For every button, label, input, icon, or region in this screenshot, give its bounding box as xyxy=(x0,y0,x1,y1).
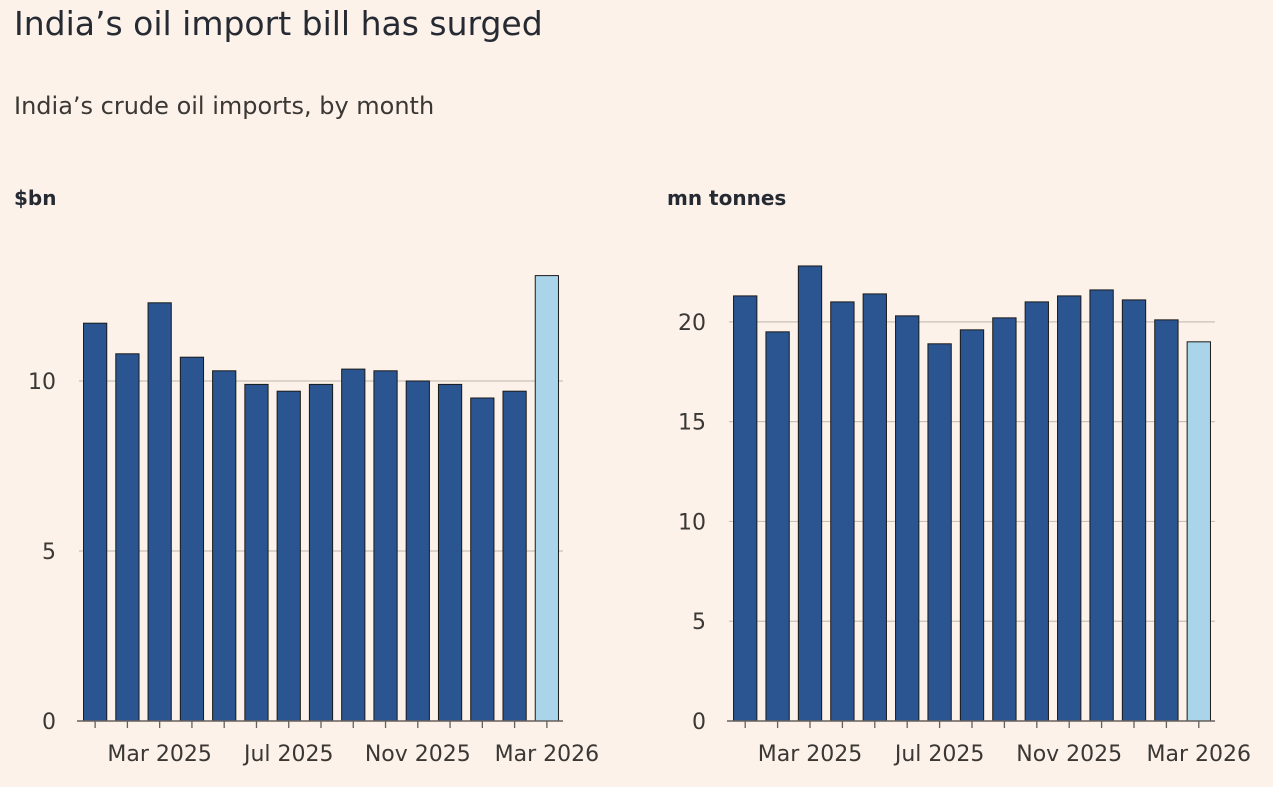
bar xyxy=(341,368,366,722)
bar xyxy=(862,293,887,722)
bar xyxy=(470,397,495,722)
bar-highlight xyxy=(534,275,559,722)
y-tick-label: 0 xyxy=(692,710,706,735)
x-tick-label: Nov 2025 xyxy=(1016,742,1122,767)
y-tick-label: 0 xyxy=(42,710,56,735)
bar xyxy=(1089,289,1114,722)
bar xyxy=(830,301,855,722)
bar xyxy=(147,302,172,722)
bar xyxy=(927,343,952,722)
bar xyxy=(733,295,758,722)
bar xyxy=(276,390,301,722)
y-tick-label: 5 xyxy=(42,540,56,565)
right-bar-chart: 0 5 10 15 20 Mar 2025 Jul 2025 Nov 2025 Mar 2026 xyxy=(678,265,1252,767)
bar xyxy=(1024,301,1049,722)
right-chart-unit-label: mn tonnes xyxy=(667,186,787,210)
y-tick-label: 10 xyxy=(678,510,706,535)
bar xyxy=(502,390,527,722)
bar xyxy=(244,383,269,722)
x-tick-label: Mar 2025 xyxy=(107,742,212,767)
y-tick-label: 15 xyxy=(678,411,706,436)
chart-title: India’s oil import bill has surged xyxy=(14,4,543,43)
bar xyxy=(959,329,985,722)
bar xyxy=(1057,295,1082,722)
x-tick-label: Mar 2026 xyxy=(1147,742,1252,767)
bar xyxy=(895,315,920,722)
x-tick-label: Mar 2026 xyxy=(495,742,600,767)
x-tick-label: Jul 2025 xyxy=(893,742,985,767)
bar xyxy=(1154,319,1179,722)
y-tick-label: 5 xyxy=(692,610,706,635)
bar xyxy=(308,383,334,722)
bar xyxy=(212,370,237,722)
x-tick-label: Mar 2025 xyxy=(758,742,863,767)
bar xyxy=(992,317,1017,722)
y-tick-label: 20 xyxy=(678,311,706,336)
left-chart-unit-label: $bn xyxy=(14,186,57,210)
left-bar-chart: 0 5 10 Mar 2025 Jul 2025 Nov 2025 Mar 2026 xyxy=(28,275,600,767)
bar xyxy=(797,265,823,722)
bar xyxy=(1121,299,1147,722)
x-tick-label: Jul 2025 xyxy=(242,742,334,767)
bar xyxy=(405,380,430,722)
chart-subtitle: India’s crude oil imports, by month xyxy=(14,92,435,120)
x-tick-label: Nov 2025 xyxy=(365,742,471,767)
bar xyxy=(373,370,398,722)
bar xyxy=(115,353,140,722)
bar xyxy=(83,322,108,722)
bar xyxy=(179,356,205,722)
y-tick-label: 10 xyxy=(28,370,56,395)
bar-highlight xyxy=(1186,341,1211,722)
bar xyxy=(765,331,790,722)
bar xyxy=(437,383,463,722)
